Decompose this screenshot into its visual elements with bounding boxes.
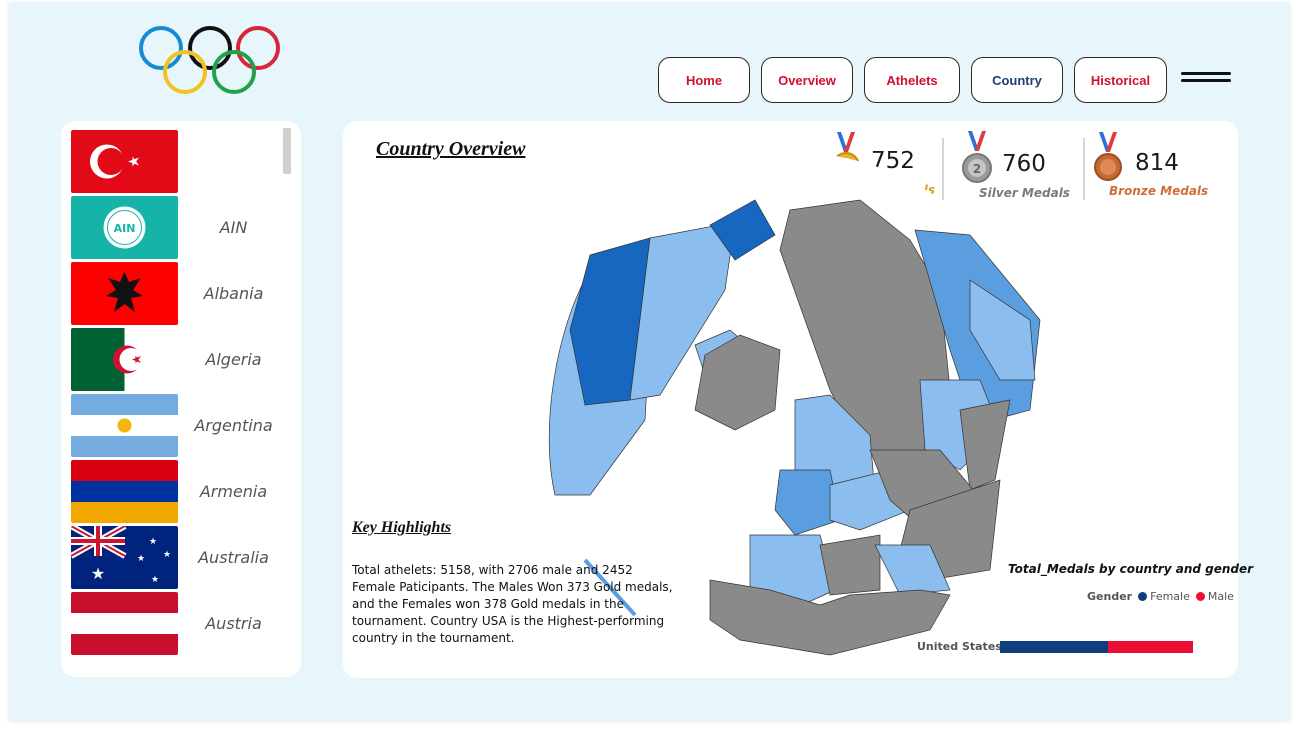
key-highlights-title: Key Highlights [352, 519, 452, 536]
country-item-armenia[interactable]: Armenia [71, 460, 286, 523]
silver-medal-count: 760 [1002, 151, 1046, 177]
country-item-algeria[interactable]: Algeria [71, 328, 286, 391]
medals-globe-map[interactable] [530, 150, 1050, 660]
country-name: Australia [198, 548, 269, 567]
nav-athelets-button[interactable]: Athelets [864, 57, 960, 103]
country-item-turkey[interactable] [71, 130, 286, 193]
nav-historical-button[interactable]: Historical [1074, 57, 1167, 103]
svg-text:★: ★ [137, 554, 145, 564]
albania-flag-icon [71, 262, 178, 325]
svg-text:★: ★ [91, 564, 105, 583]
country-name: Austria [205, 614, 262, 633]
bronze-medal-label: Bronze Medals [1109, 184, 1209, 198]
country-name [181, 130, 286, 193]
argentina-flag-icon [71, 394, 178, 457]
svg-text:★: ★ [149, 537, 157, 547]
bar-female-segment[interactable] [1000, 641, 1108, 653]
country-item-australia[interactable]: ★ ★ ★ ★ ★ Australia [71, 526, 286, 589]
nav-country-button[interactable]: Country [971, 57, 1063, 103]
legend-label: Gender [1087, 590, 1133, 603]
top-navigation: Home Overview Athelets Country Historica… [658, 57, 1167, 103]
australia-flag-icon: ★ ★ ★ ★ ★ [71, 526, 178, 589]
country-name: Argentina [194, 416, 273, 435]
svg-text:★: ★ [151, 575, 159, 585]
legend-male-swatch [1195, 592, 1205, 601]
country-name: Algeria [205, 350, 262, 369]
austria-flag-icon [71, 592, 178, 655]
page-title: Country Overview [376, 138, 526, 160]
bronze-medal-icon [1094, 132, 1122, 181]
turkey-flag-icon [71, 130, 178, 193]
country-item-albania[interactable]: Albania [71, 262, 286, 325]
nav-overview-button[interactable]: Overview [761, 57, 853, 103]
key-highlights-text: Total athelets: 5158, with 2706 male and… [352, 563, 673, 645]
country-item-ain[interactable]: AIN AIN [71, 196, 286, 259]
kpi-divider [1083, 138, 1085, 200]
legend-female-swatch [1138, 592, 1148, 601]
svg-text:AIN: AIN [114, 222, 136, 235]
ain-flag-icon: AIN [71, 196, 178, 259]
country-name: Albania [203, 284, 264, 303]
silver-medal-label: Silver Medals [979, 186, 1070, 200]
country-name: AIN [219, 218, 248, 237]
slicer-scrollbar[interactable] [283, 128, 291, 174]
kpi-divider [942, 138, 944, 200]
country-slicer: AIN AIN Albania Algeria Argentina Armeni… [61, 121, 301, 677]
nav-home-button[interactable]: Home [658, 57, 750, 103]
menu-icon[interactable] [1181, 72, 1231, 84]
country-name: Armenia [199, 482, 268, 501]
svg-text:★: ★ [163, 550, 171, 560]
bronze-medal-count: 814 [1135, 150, 1179, 176]
silver-medal-icon: 2 [962, 131, 992, 183]
armenia-flag-icon [71, 460, 178, 523]
legend-male-label: Male [1207, 590, 1234, 603]
country-item-argentina[interactable]: Argentina [71, 394, 286, 457]
bar-male-segment[interactable] [1108, 641, 1193, 653]
gender-chart-title: Total_Medals by country and gender [1008, 562, 1254, 576]
bar-category-label: United States [917, 640, 1002, 653]
svg-text:2: 2 [973, 162, 981, 176]
gender-chart-legend: Gender Female Male [1087, 590, 1234, 603]
olympic-rings-logo [139, 26, 280, 94]
legend-female-label: Female [1150, 590, 1190, 603]
country-item-austria[interactable]: Austria [71, 592, 286, 655]
algeria-flag-icon [71, 328, 178, 391]
